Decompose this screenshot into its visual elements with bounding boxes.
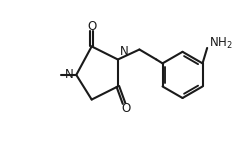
Text: O: O — [121, 102, 130, 115]
Text: N: N — [119, 45, 128, 58]
Text: NH$_2$: NH$_2$ — [209, 36, 233, 51]
Text: N: N — [65, 68, 74, 81]
Text: O: O — [87, 20, 96, 33]
